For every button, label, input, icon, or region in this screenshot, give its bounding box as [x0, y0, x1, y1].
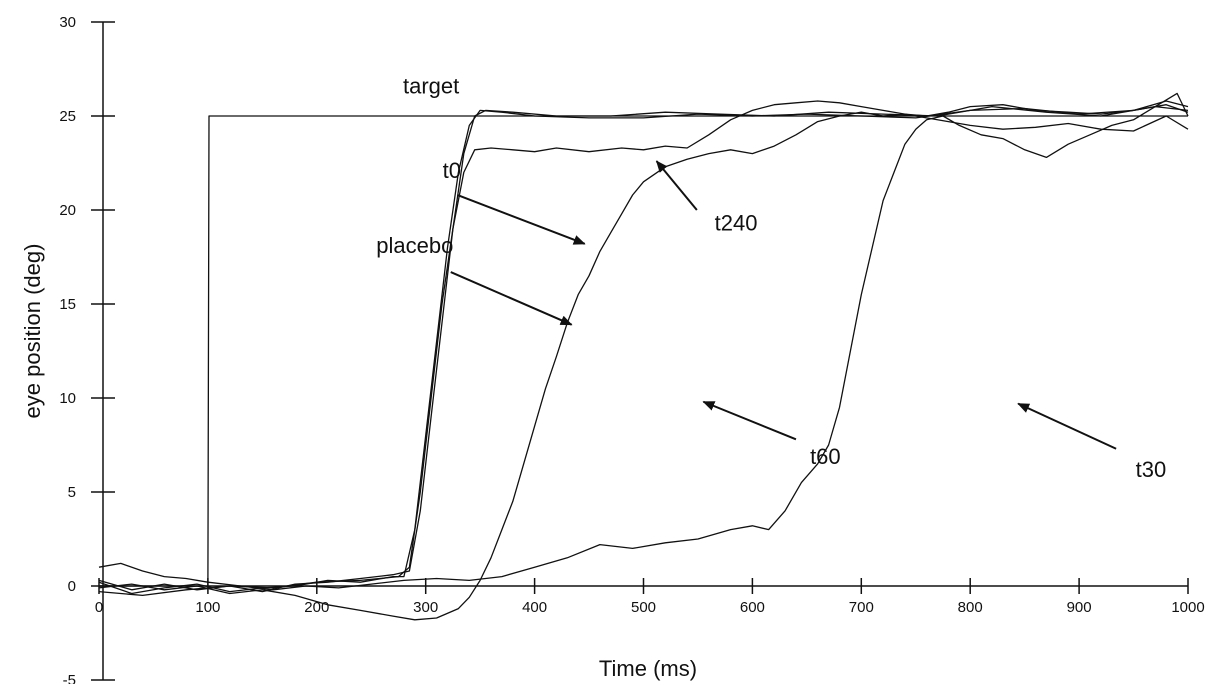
- x-tick-label: 400: [522, 599, 547, 616]
- annotation-label-t30: t30: [1136, 457, 1167, 482]
- series-line-t60: [98, 111, 1189, 621]
- x-tick-label: 100: [195, 599, 220, 616]
- y-axis: -5 0 5 10 15 20 25 30: [59, 14, 115, 684]
- annotation-arrow-t30: [1017, 402, 1117, 450]
- y-tick-label: 15: [59, 296, 76, 313]
- x-tick-label: 500: [631, 599, 656, 616]
- annotation-arrow-t60: [702, 400, 797, 441]
- series-group: [98, 92, 1189, 621]
- series-line-t30: [98, 92, 1189, 591]
- y-axis-title: eye position (deg): [20, 244, 45, 419]
- x-tick-label: 900: [1067, 599, 1092, 616]
- y-tick-label: 0: [68, 578, 76, 595]
- x-tick-label: 800: [958, 599, 983, 616]
- x-tick-label: 1000: [1171, 599, 1204, 616]
- annotation-arrow-t0: [456, 194, 586, 245]
- annotation-arrow-t240: [655, 160, 698, 211]
- series-line-t0: [98, 104, 1189, 595]
- annotation-label-t240: t240: [715, 211, 758, 236]
- annotation-label-target: target: [403, 73, 459, 98]
- y-tick-label: 20: [59, 202, 76, 219]
- x-tick-label: 600: [740, 599, 765, 616]
- annotation-label-t0: t0: [443, 158, 461, 183]
- y-tick-label: -5: [63, 672, 76, 684]
- y-tick-label: 5: [68, 484, 76, 501]
- annotation-label-placebo: placebo: [376, 233, 453, 258]
- series-line-t240: [98, 100, 1189, 597]
- annotation-arrow-placebo: [450, 271, 573, 326]
- annotation-label-t60: t60: [810, 444, 841, 469]
- series-line-placebo: [98, 105, 1189, 593]
- y-tick-label: 25: [59, 108, 76, 125]
- x-tick-label: 700: [849, 599, 874, 616]
- y-tick-label: 10: [59, 390, 76, 407]
- y-tick-label: 30: [59, 14, 76, 31]
- series-line-target: [99, 115, 1188, 587]
- annotation-group: target t0 placebo t240 t60 t30: [376, 73, 1166, 482]
- x-tick-label: 0: [95, 599, 103, 616]
- x-tick-label: 300: [413, 599, 438, 616]
- x-axis: 0 100 200 300 400 500 600 700 800 900 1000: [95, 578, 1205, 616]
- x-axis-title: Time (ms): [599, 656, 697, 681]
